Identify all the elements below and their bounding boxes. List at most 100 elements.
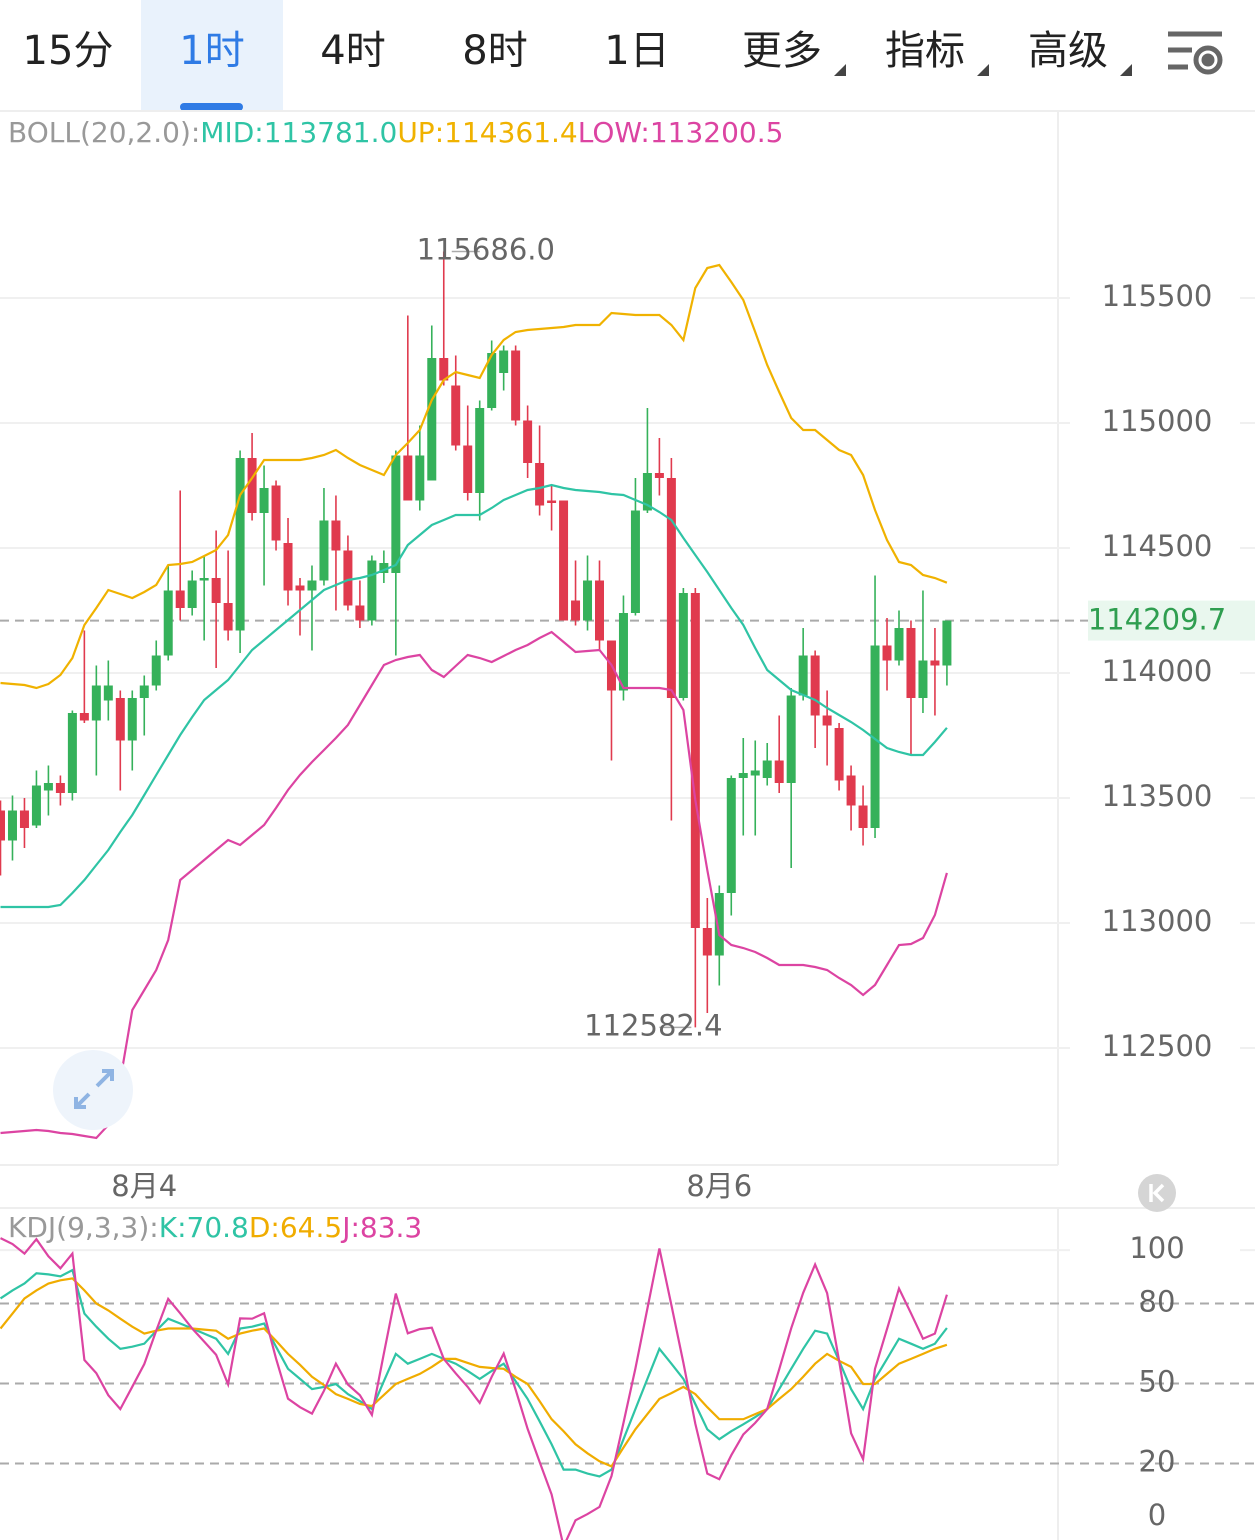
annotation-label: 115686.0 bbox=[417, 233, 555, 267]
candle-body bbox=[822, 715, 832, 726]
candle-body bbox=[175, 590, 185, 608]
candle-body bbox=[43, 783, 53, 791]
y-tick-label: 80 bbox=[1139, 1284, 1176, 1318]
tab[interactable]: 4时 bbox=[320, 28, 385, 74]
legend-entry: LOW:113200.5 bbox=[578, 116, 784, 149]
candle-body bbox=[31, 785, 41, 826]
candle-body bbox=[870, 645, 880, 828]
candle-body bbox=[379, 563, 389, 573]
candle-body bbox=[523, 420, 533, 463]
selected-tab-underline bbox=[180, 103, 243, 111]
y-tick-label: 115000 bbox=[1102, 404, 1213, 438]
candle-body bbox=[307, 580, 317, 591]
legend-entry: K:70.8 bbox=[159, 1211, 249, 1244]
candle-body bbox=[559, 500, 569, 621]
candle-body bbox=[403, 455, 413, 501]
candle-body bbox=[810, 655, 820, 716]
candle-body bbox=[678, 593, 688, 698]
candle-body bbox=[750, 770, 760, 776]
candle-body bbox=[535, 463, 545, 506]
candle-body bbox=[918, 660, 928, 698]
y-tick-label: 20 bbox=[1139, 1444, 1176, 1478]
candle-body bbox=[415, 455, 425, 501]
tab[interactable]: 指标 bbox=[885, 28, 965, 74]
y-tick-label: 0 bbox=[1148, 1498, 1166, 1532]
candle-body bbox=[0, 810, 5, 841]
boll-line bbox=[0, 630, 948, 1140]
candle-body bbox=[595, 580, 604, 641]
candle-body bbox=[115, 698, 125, 741]
boll-line bbox=[0, 263, 948, 690]
candle-body bbox=[762, 760, 772, 778]
candle-body bbox=[235, 458, 245, 631]
kdj-line bbox=[0, 1268, 948, 1478]
legend-title: KDJ(9,3,3): bbox=[8, 1211, 159, 1244]
y-tick-label: 100 bbox=[1129, 1231, 1184, 1265]
candle-body bbox=[774, 760, 784, 783]
candle-body bbox=[894, 628, 904, 661]
candle-body bbox=[67, 713, 77, 793]
candle-body bbox=[858, 805, 868, 828]
candle-body bbox=[151, 655, 161, 686]
candle-body bbox=[271, 485, 281, 541]
candle-body bbox=[714, 893, 724, 956]
tab[interactable]: 高级 bbox=[1028, 28, 1108, 74]
tab-selected[interactable]: 1时 bbox=[179, 28, 244, 74]
kdj-plot bbox=[0, 1237, 948, 1540]
candle-body bbox=[666, 478, 676, 698]
tab[interactable]: 15分 bbox=[23, 28, 114, 74]
tab[interactable]: 1日 bbox=[604, 28, 669, 74]
legend-entry: J:83.3 bbox=[340, 1211, 422, 1244]
candle-body bbox=[642, 473, 652, 511]
y-tick-label: 114000 bbox=[1102, 654, 1213, 688]
candle-body bbox=[127, 698, 137, 741]
scroll-end-icon bbox=[1149, 1183, 1165, 1203]
icon-gear bbox=[1193, 45, 1223, 75]
boll-line bbox=[0, 483, 948, 909]
candle-body bbox=[7, 810, 17, 841]
candle-body bbox=[211, 578, 221, 603]
y-tick-label: 50 bbox=[1139, 1364, 1176, 1398]
candle-body bbox=[259, 488, 269, 513]
candle-body bbox=[930, 660, 940, 666]
candle-body bbox=[163, 590, 173, 656]
tab[interactable]: 8时 bbox=[462, 28, 527, 74]
x-tick-label: 8月4 bbox=[111, 1169, 177, 1203]
candle-body bbox=[571, 600, 581, 621]
candle-body bbox=[654, 473, 664, 478]
candle-body bbox=[882, 645, 892, 661]
candle-body bbox=[475, 408, 485, 493]
tab[interactable]: 更多 bbox=[742, 28, 822, 74]
candle-body bbox=[439, 358, 449, 381]
candle-body bbox=[367, 560, 377, 621]
candle-body bbox=[702, 928, 712, 956]
candle-body bbox=[906, 628, 916, 698]
candle-body bbox=[331, 520, 341, 551]
annotation-label: 112582.4 bbox=[584, 1008, 722, 1042]
y-tick-label: 115500 bbox=[1102, 279, 1213, 313]
y-tick-label: 114500 bbox=[1102, 529, 1213, 563]
legend-entry: D:64.5 bbox=[249, 1211, 342, 1244]
kdj-legend: KDJ(9,3,3):K:70.8D:64.5J:83.3 bbox=[8, 1211, 422, 1244]
icon-gear-center bbox=[1201, 53, 1215, 67]
dropdown-arrow bbox=[977, 64, 989, 76]
candle-body bbox=[391, 455, 401, 573]
candle-body bbox=[79, 713, 89, 721]
candle-body bbox=[139, 685, 149, 698]
candle-body bbox=[187, 580, 197, 608]
last-price-box bbox=[1088, 600, 1255, 641]
candle-body bbox=[451, 385, 461, 446]
candle-body bbox=[223, 603, 233, 631]
candle-body bbox=[103, 685, 113, 701]
expand-button[interactable] bbox=[53, 1050, 133, 1130]
candle-body bbox=[55, 783, 65, 793]
candle-body bbox=[283, 543, 293, 591]
y-tick-label: 113500 bbox=[1102, 779, 1213, 813]
settings-icon[interactable] bbox=[1168, 31, 1223, 75]
candle-body bbox=[343, 550, 353, 606]
dropdown-arrow bbox=[1120, 64, 1132, 76]
candle-body bbox=[427, 358, 437, 481]
kdj-line bbox=[0, 1277, 948, 1468]
candle-body bbox=[786, 695, 796, 783]
